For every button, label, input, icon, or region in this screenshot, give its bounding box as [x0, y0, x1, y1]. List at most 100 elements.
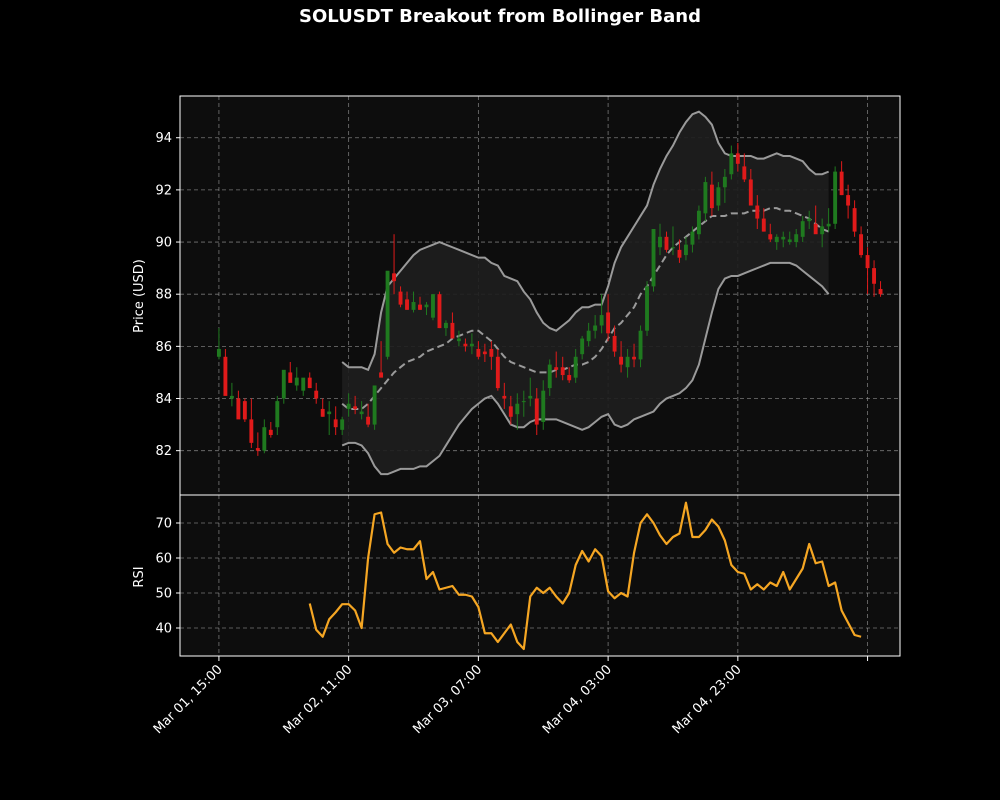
candle [411, 291, 416, 313]
rsi-y-tick-label: 40 [155, 622, 172, 637]
candle [593, 315, 598, 339]
candle-body [314, 390, 319, 399]
candle [872, 260, 876, 297]
candle-body [813, 223, 818, 235]
candle [424, 302, 429, 316]
candle-body [748, 179, 753, 206]
candle [547, 359, 552, 396]
bollinger-upper-line [341, 110, 830, 372]
candle-body [418, 304, 422, 310]
candle-body [288, 372, 293, 383]
candle-body [794, 234, 799, 243]
candle-body [865, 255, 870, 269]
candle [658, 223, 662, 256]
candle [476, 341, 481, 360]
candle [521, 390, 526, 417]
candle [625, 348, 630, 378]
candle-body [255, 448, 260, 451]
candle [353, 395, 358, 415]
candle [495, 348, 500, 391]
candle [846, 184, 851, 219]
candle [865, 247, 870, 295]
candle-body [781, 236, 786, 240]
candle [813, 205, 818, 235]
candle-body [606, 312, 611, 334]
candle [236, 390, 241, 420]
candle [580, 335, 585, 360]
candle-body [469, 343, 474, 347]
candle [586, 322, 591, 347]
candle-body [340, 419, 345, 430]
candle-body [716, 187, 721, 206]
x-tick-label: Mar 04, 03:00 [540, 662, 615, 737]
candle [418, 296, 422, 310]
candle-body [852, 208, 857, 232]
candle [807, 210, 812, 229]
candle [619, 341, 624, 373]
candle [794, 229, 799, 248]
candle-body [696, 210, 701, 235]
candle-body [229, 395, 234, 399]
candle [398, 286, 403, 308]
x-axis-ticks: Mar 01, 15:00 Mar 02, 11:00 Mar 03, 07:00 M… [151, 656, 869, 737]
candle [327, 401, 332, 436]
candle [696, 205, 701, 240]
candle-body [671, 247, 675, 249]
candle-body [761, 218, 766, 232]
candle [314, 382, 319, 404]
candle-body [820, 226, 825, 235]
candle [573, 348, 578, 383]
candle [262, 419, 267, 454]
candle [223, 348, 228, 396]
candle-body [735, 153, 740, 164]
rsi-panel: 40 50 60 70 RSI [132, 494, 901, 657]
candle [599, 294, 604, 334]
candle [346, 393, 351, 417]
candle-body [223, 356, 228, 396]
candle-body [424, 304, 429, 308]
rsi-y-ticks: 40 50 60 70 [155, 517, 180, 637]
rsi-y-axis-label: RSI [132, 566, 147, 587]
candle-body [677, 249, 682, 258]
candle-body [392, 273, 396, 282]
candle [833, 166, 838, 229]
candle-body [327, 411, 332, 415]
candle-body [709, 184, 714, 209]
candle-body [703, 182, 708, 214]
candle [437, 291, 442, 329]
candle [463, 338, 468, 352]
candle [761, 208, 766, 232]
candle [431, 294, 435, 321]
candle-body [372, 385, 377, 425]
candle [729, 145, 734, 180]
candle [567, 367, 572, 383]
candles [216, 142, 883, 456]
candle-body [554, 367, 559, 370]
candle-body [489, 348, 494, 357]
candle [800, 215, 805, 243]
candle [320, 398, 325, 417]
candle [664, 231, 669, 253]
candle-body [593, 325, 598, 331]
candle-body [528, 395, 533, 399]
price-y-axis-label: Price (USD) [132, 259, 147, 333]
candle-body [476, 348, 481, 357]
candle-body [450, 322, 455, 339]
candle-body [405, 299, 409, 310]
candle [379, 341, 384, 378]
candle [768, 223, 773, 243]
candle-body [859, 234, 864, 256]
candle [405, 291, 409, 310]
candle [444, 320, 448, 336]
candle [852, 200, 857, 237]
candle [372, 385, 377, 430]
candle-body [262, 427, 267, 451]
candle-body [690, 231, 695, 245]
candle [638, 325, 643, 368]
candle [787, 231, 792, 245]
candle-body [787, 239, 792, 243]
candle [366, 403, 371, 428]
candle-body [800, 221, 805, 237]
rsi-panel-frame [179, 494, 901, 657]
candle [333, 406, 338, 436]
